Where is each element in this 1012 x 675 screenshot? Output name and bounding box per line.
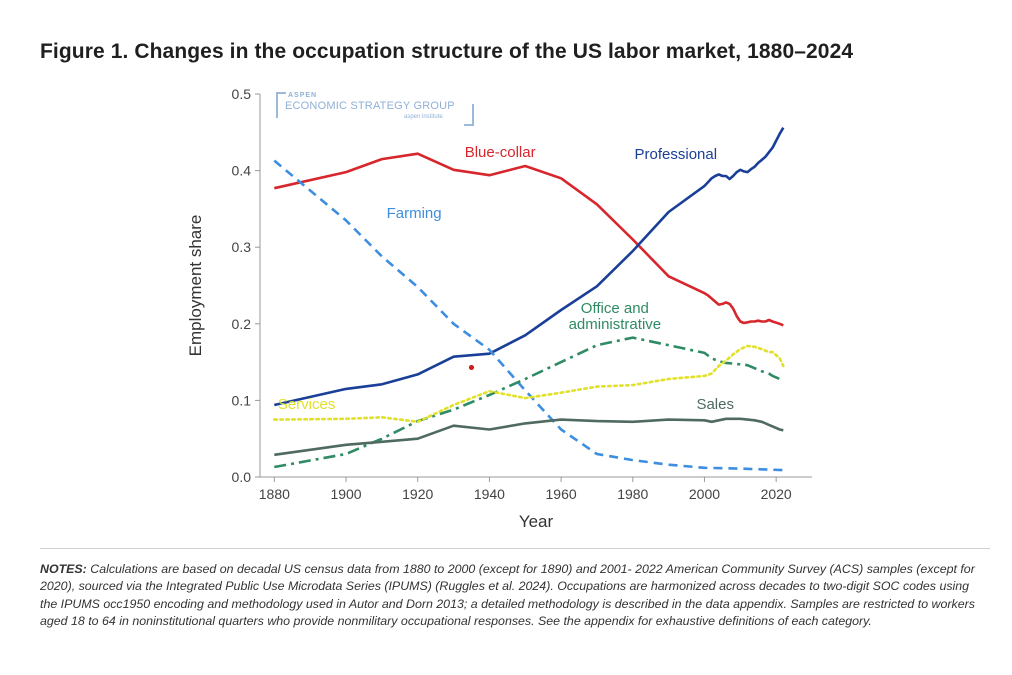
series-label: administrative [569,316,662,333]
y-tick-label: 0.3 [232,239,252,255]
series-label: Farming [387,205,442,222]
logo-line-3: aspen institute [404,114,443,120]
y-tick-label: 0.0 [232,469,252,485]
series-label: Office and [581,300,649,317]
series-line-farming [273,159,784,472]
notes-text: Calculations are based on decadal US cen… [40,562,975,628]
series-label: Services [278,396,336,413]
x-tick-label: 1880 [259,486,290,502]
chart-title: Figure 1. Changes in the occupation stru… [40,40,854,63]
y-tick-label: 0.1 [232,392,252,408]
series-line-sales [274,417,784,457]
y-tick-label: 0.5 [232,86,252,102]
series-line-office-and-administrative [274,336,784,469]
x-tick-label: 1920 [402,486,433,502]
logo-line-1: ASPEN [288,92,318,99]
y-tick-label: 0.4 [232,163,252,179]
x-tick-label: 2000 [689,486,720,502]
y-axis-title: Employment share [186,215,205,357]
series-label: Sales [696,396,734,413]
data-point-marker [468,364,475,371]
series-line-blue-collar [274,152,784,327]
x-axis-title: Year [519,512,554,531]
series-line-professional [274,127,785,407]
chart-series [273,127,785,472]
y-tick-label: 0.2 [232,316,252,332]
notes: NOTES: Calculations are based on decadal… [40,561,985,630]
series-label: Professional [635,146,718,163]
logo-bracket-left [276,92,286,118]
x-tick-label: 1960 [546,486,577,502]
notes-label: NOTES: [40,562,87,576]
chart-labels: Blue-collar Professional Farming Office and… [278,144,734,413]
series-line-services [273,344,785,424]
series-label: Blue-collar [465,144,536,161]
logo-bracket-right [464,104,474,126]
x-tick-label: 2020 [761,486,792,502]
x-tick-label: 1980 [617,486,648,502]
chart-axes: 0.0 0.1 0.2 0.3 0.4 0.5 1880 1900 1920 1940 1960 19… [186,86,812,531]
x-tick-label: 1940 [474,486,505,502]
line-chart: 0.0 0.1 0.2 0.3 0.4 0.5 1880 1900 1920 1940 1960 19… [186,86,812,531]
notes-divider [40,548,990,549]
x-tick-label: 1900 [330,486,361,502]
aspen-logo: ASPEN ECONOMIC STRATEGY GROUP aspen inst… [276,92,476,126]
logo-line-2: ECONOMIC STRATEGY GROUP [285,100,455,112]
